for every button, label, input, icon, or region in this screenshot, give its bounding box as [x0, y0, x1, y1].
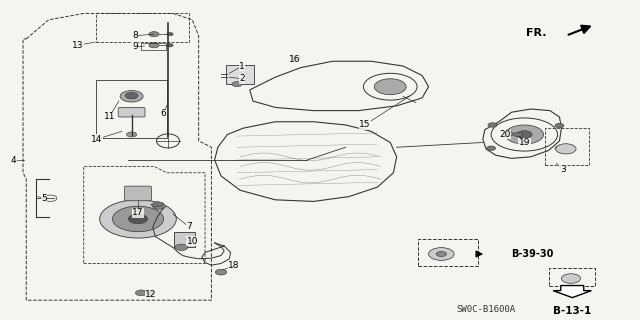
- FancyBboxPatch shape: [226, 65, 254, 84]
- Text: 9: 9: [132, 42, 138, 52]
- Text: B-13-1: B-13-1: [553, 306, 591, 316]
- Circle shape: [175, 244, 188, 251]
- Text: 10: 10: [186, 237, 198, 246]
- Circle shape: [167, 33, 173, 36]
- Circle shape: [232, 82, 242, 87]
- Circle shape: [561, 274, 580, 283]
- FancyBboxPatch shape: [118, 108, 145, 117]
- Circle shape: [129, 214, 148, 224]
- Circle shape: [429, 248, 454, 260]
- Text: 11: 11: [104, 113, 115, 122]
- Text: 20: 20: [499, 130, 511, 139]
- Circle shape: [556, 144, 576, 154]
- Circle shape: [555, 123, 564, 128]
- Text: FR.: FR.: [526, 28, 547, 37]
- Circle shape: [436, 252, 447, 257]
- Text: 14: 14: [91, 135, 102, 144]
- Circle shape: [127, 132, 137, 137]
- FancyBboxPatch shape: [173, 232, 195, 247]
- Circle shape: [167, 44, 173, 47]
- Text: 8: 8: [132, 31, 138, 40]
- Polygon shape: [151, 201, 164, 207]
- Text: 1: 1: [239, 61, 245, 70]
- Circle shape: [516, 131, 532, 138]
- Text: SW0C-B1600A: SW0C-B1600A: [456, 305, 516, 314]
- Circle shape: [153, 203, 166, 209]
- Text: 3: 3: [560, 165, 566, 174]
- Text: B-39-30: B-39-30: [511, 249, 554, 259]
- Text: 12: 12: [145, 290, 156, 299]
- Circle shape: [488, 123, 497, 127]
- Text: 13: 13: [72, 41, 83, 50]
- Circle shape: [120, 91, 143, 102]
- FancyBboxPatch shape: [125, 186, 152, 201]
- Circle shape: [513, 132, 522, 137]
- Text: 2: 2: [239, 74, 245, 83]
- Circle shape: [291, 55, 301, 60]
- Circle shape: [215, 269, 227, 275]
- Text: 17: 17: [132, 208, 144, 217]
- Text: 18: 18: [228, 261, 239, 270]
- Circle shape: [149, 32, 159, 37]
- Circle shape: [136, 290, 147, 296]
- Circle shape: [125, 92, 138, 99]
- Text: 5: 5: [41, 194, 47, 203]
- Circle shape: [505, 125, 543, 144]
- Circle shape: [147, 291, 156, 295]
- Text: 15: 15: [359, 120, 371, 130]
- Text: 16: 16: [289, 55, 300, 64]
- Polygon shape: [553, 285, 591, 298]
- Circle shape: [555, 146, 564, 150]
- Circle shape: [486, 146, 495, 150]
- Text: 4: 4: [11, 156, 16, 164]
- Circle shape: [113, 206, 164, 232]
- Text: 19: 19: [518, 138, 530, 147]
- Circle shape: [149, 43, 159, 48]
- Circle shape: [503, 131, 513, 136]
- Text: 7: 7: [186, 222, 192, 231]
- Circle shape: [100, 200, 176, 238]
- Circle shape: [374, 79, 406, 95]
- Text: 6: 6: [161, 109, 166, 118]
